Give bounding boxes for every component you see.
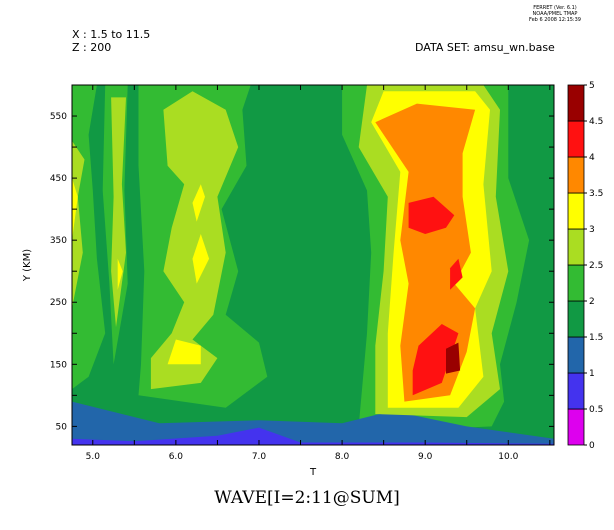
ferret-stamp: FERRET (Ver. 6.1) NOAA/PMEL TMAP Feb 6 2… — [515, 5, 595, 23]
x-tick-label: 6.0 — [169, 452, 184, 462]
contour-region-14 — [192, 234, 210, 284]
contour-region-8 — [111, 97, 126, 328]
contour-region-21 — [446, 342, 461, 374]
colorbar-label: 5 — [589, 81, 595, 91]
x-tick-label: 7.0 — [252, 452, 267, 462]
colorbar-label: 2.5 — [589, 261, 603, 271]
y-axis-title: Y (KM) — [22, 249, 33, 282]
contour-region-13 — [167, 339, 201, 365]
stamp-line-2: NOAA/PMEL TMAP — [532, 11, 578, 17]
contour-region-7 — [72, 140, 85, 309]
contour-region-6 — [72, 427, 554, 445]
colorbar-segment-8 — [567, 120, 585, 158]
colorbar-label: 1 — [589, 369, 595, 379]
colorbar-segment-3 — [567, 300, 585, 338]
contour-fills — [72, 85, 554, 445]
contour-region-9 — [150, 91, 239, 390]
colorbar-segment-9 — [567, 84, 585, 122]
x-axis-title: T — [309, 467, 317, 478]
colorbar-segment-4 — [567, 264, 585, 302]
y-tick-label: 250 — [50, 298, 67, 308]
contour-region-19 — [450, 258, 463, 290]
x-tick-label: 9.0 — [418, 452, 433, 462]
dataset-label: DATA SET: amsu_wn.base — [415, 41, 555, 54]
colorbar-label: 0.5 — [589, 405, 603, 415]
colorbar-segment-0 — [567, 408, 585, 446]
colorbar-label: 1.5 — [589, 333, 603, 343]
colorbar-segment-5 — [567, 228, 585, 266]
contour-region-5 — [72, 401, 554, 445]
y-tick-label: 350 — [50, 236, 67, 246]
contour-region-18 — [412, 324, 459, 396]
x-tick-label: 8.0 — [335, 452, 350, 462]
z-range-label: Z : 200 — [72, 41, 112, 54]
stamp-line-3: Feb 6 2008 12:15:39 — [529, 17, 581, 23]
colorbar-label: 4 — [589, 153, 595, 163]
colorbar: 0 0.5 1 1.5 2 2.5 3 3.5 4 4.5 5 — [567, 81, 603, 451]
colorbar-segment-2 — [567, 336, 585, 374]
colorbar-label: 3.5 — [589, 189, 603, 199]
y-tick-label: 150 — [50, 360, 67, 370]
colorbar-segment-7 — [567, 156, 585, 194]
axes: 5.0 6.0 7.0 8.0 9.0 10.0 50 150 250 350 450 550 — [50, 85, 554, 462]
colorbar-label: 0 — [589, 441, 595, 451]
y-tick-label: 50 — [56, 422, 68, 432]
plot-frame — [71, 84, 555, 446]
y-tick-label: 550 — [50, 112, 67, 122]
chart-title: WAVE[I=2:11@SUM] — [214, 488, 400, 508]
x-tick-label: 5.0 — [86, 452, 101, 462]
contour-region-17 — [375, 103, 476, 402]
colorbar-label: 2 — [589, 297, 595, 307]
colorbar-label: 4.5 — [589, 117, 603, 127]
colorbar-segment-6 — [567, 192, 585, 230]
contour-plot: 5.0 6.0 7.0 8.0 9.0 10.0 50 150 250 350 450 550 0 0.… — [22, 81, 603, 478]
colorbar-label: 3 — [589, 225, 595, 235]
x-range-label: X : 1.5 to 11.5 — [72, 28, 151, 41]
x-tick-label: 10.0 — [498, 452, 518, 462]
contour-region-12 — [117, 258, 123, 290]
y-tick-label: 450 — [50, 174, 67, 184]
stamp-line-1: FERRET (Ver. 6.1) — [533, 5, 577, 11]
contour-region-15 — [192, 184, 205, 222]
colorbar-segment-1 — [567, 372, 585, 410]
contour-region-20 — [408, 196, 455, 234]
